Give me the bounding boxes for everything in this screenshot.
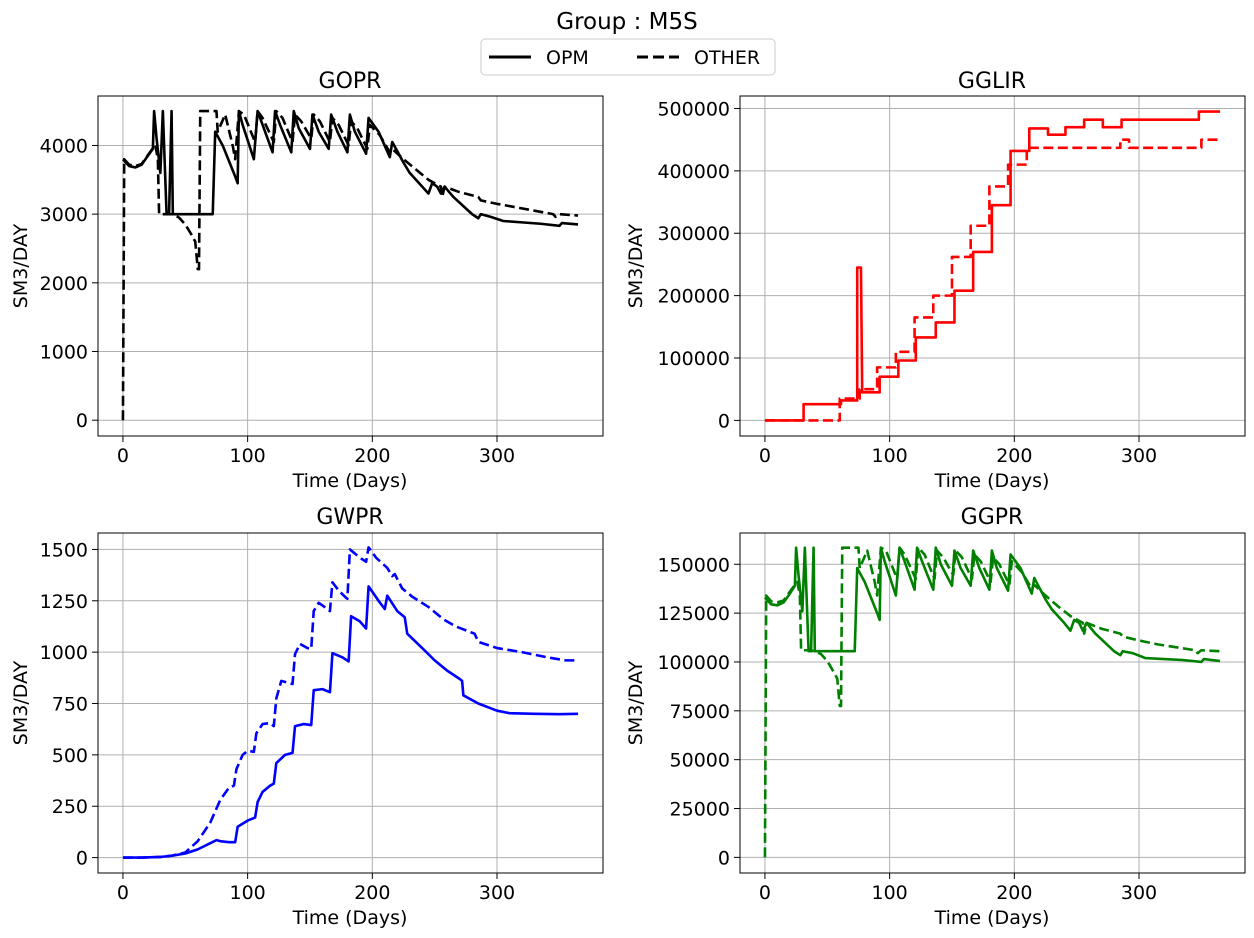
y-tick-label: 1000 bbox=[40, 342, 88, 364]
x-axis-label: Time (Days) bbox=[292, 470, 408, 492]
x-tick-label: 300 bbox=[1121, 882, 1157, 904]
y-tick-label: 300000 bbox=[657, 223, 730, 245]
y-tick-label: 75000 bbox=[670, 701, 730, 723]
x-tick-label: 100 bbox=[871, 445, 907, 467]
y-tick-label: 500 bbox=[52, 745, 88, 767]
axes-frame bbox=[97, 532, 604, 874]
y-tick-label: 0 bbox=[76, 410, 88, 432]
legend: OPM OTHER bbox=[480, 38, 776, 76]
y-tick-label: 250 bbox=[52, 796, 88, 818]
subplot-ggpr: GGPR Time (Days) SM3/DAY 0 100 200 300 0 2500… bbox=[625, 505, 1246, 929]
legend-frame bbox=[480, 38, 776, 76]
x-tick-label: 200 bbox=[354, 445, 390, 467]
y-tick-label: 3000 bbox=[40, 204, 88, 226]
x-tick-label: 300 bbox=[479, 882, 515, 904]
y-axis-label: SM3/DAY bbox=[625, 660, 647, 745]
x-tick-label: 0 bbox=[759, 882, 771, 904]
y-tick-label: 2000 bbox=[40, 273, 88, 295]
series-line-other bbox=[122, 546, 579, 859]
subplot-gwpr: GWPR Time (Days) SM3/DAY 0 100 200 300 0 250 5… bbox=[10, 505, 604, 929]
legend-label-opm: OPM bbox=[546, 47, 589, 69]
axes-frame bbox=[739, 95, 1246, 437]
x-axis-label: Time (Days) bbox=[934, 470, 1050, 492]
x-tick-label: 0 bbox=[117, 445, 129, 467]
subplot-title: GWPR bbox=[316, 505, 383, 530]
x-tick-label: 200 bbox=[354, 882, 390, 904]
y-tick-label: 125000 bbox=[657, 603, 730, 625]
x-tick-label: 300 bbox=[1121, 445, 1157, 467]
x-tick-label: 100 bbox=[871, 882, 907, 904]
y-tick-label: 0 bbox=[718, 410, 730, 432]
x-tick-label: 100 bbox=[229, 445, 265, 467]
series-line-opm bbox=[764, 110, 1221, 422]
x-axis-label: Time (Days) bbox=[934, 907, 1050, 929]
series-line-opm bbox=[122, 585, 579, 859]
y-axis-label: SM3/DAY bbox=[10, 660, 32, 745]
y-tick-label: 25000 bbox=[670, 799, 730, 821]
y-tick-label: 50000 bbox=[670, 750, 730, 772]
y-tick-label: 1250 bbox=[40, 591, 88, 613]
series-line-other bbox=[121, 109, 579, 421]
suptitle: Group : M5S bbox=[556, 9, 697, 35]
y-axis-label: SM3/DAY bbox=[10, 223, 32, 308]
x-tick-label: 100 bbox=[229, 882, 265, 904]
y-axis-label: SM3/DAY bbox=[625, 223, 647, 308]
subplot-title: GGPR bbox=[961, 505, 1024, 530]
y-tick-label: 0 bbox=[718, 847, 730, 869]
y-tick-label: 1000 bbox=[40, 642, 88, 664]
y-tick-label: 0 bbox=[76, 848, 88, 870]
x-axis-label: Time (Days) bbox=[292, 907, 408, 929]
x-tick-label: 300 bbox=[479, 445, 515, 467]
axes-frame bbox=[739, 532, 1246, 874]
axes-frame bbox=[97, 95, 604, 437]
subplot-gopr: GOPR Time (Days) SM3/DAY 0 100 200 30001000… bbox=[10, 69, 604, 492]
legend-label-other: OTHER bbox=[694, 47, 760, 69]
y-tick-label: 400000 bbox=[657, 161, 730, 183]
y-tick-label: 150000 bbox=[657, 554, 730, 576]
subplot-gglir: GGLIR Time (Days) SM3/DAY 0 100 200 300 0 100… bbox=[625, 69, 1246, 492]
y-tick-label: 500000 bbox=[657, 98, 730, 120]
x-tick-label: 0 bbox=[759, 445, 771, 467]
series-line-other bbox=[764, 138, 1221, 422]
series-line-other bbox=[763, 546, 1221, 858]
subplot-title: GGLIR bbox=[958, 69, 1026, 94]
y-tick-label: 4000 bbox=[40, 135, 88, 157]
y-tick-label: 100000 bbox=[657, 652, 730, 674]
x-tick-label: 200 bbox=[996, 445, 1032, 467]
y-tick-label: 1500 bbox=[40, 539, 88, 561]
x-tick-label: 200 bbox=[996, 882, 1032, 904]
subplot-title: GOPR bbox=[319, 69, 382, 94]
y-tick-label: 750 bbox=[52, 694, 88, 716]
y-tick-label: 200000 bbox=[657, 286, 730, 308]
x-tick-label: 0 bbox=[117, 882, 129, 904]
y-tick-label: 100000 bbox=[657, 348, 730, 370]
